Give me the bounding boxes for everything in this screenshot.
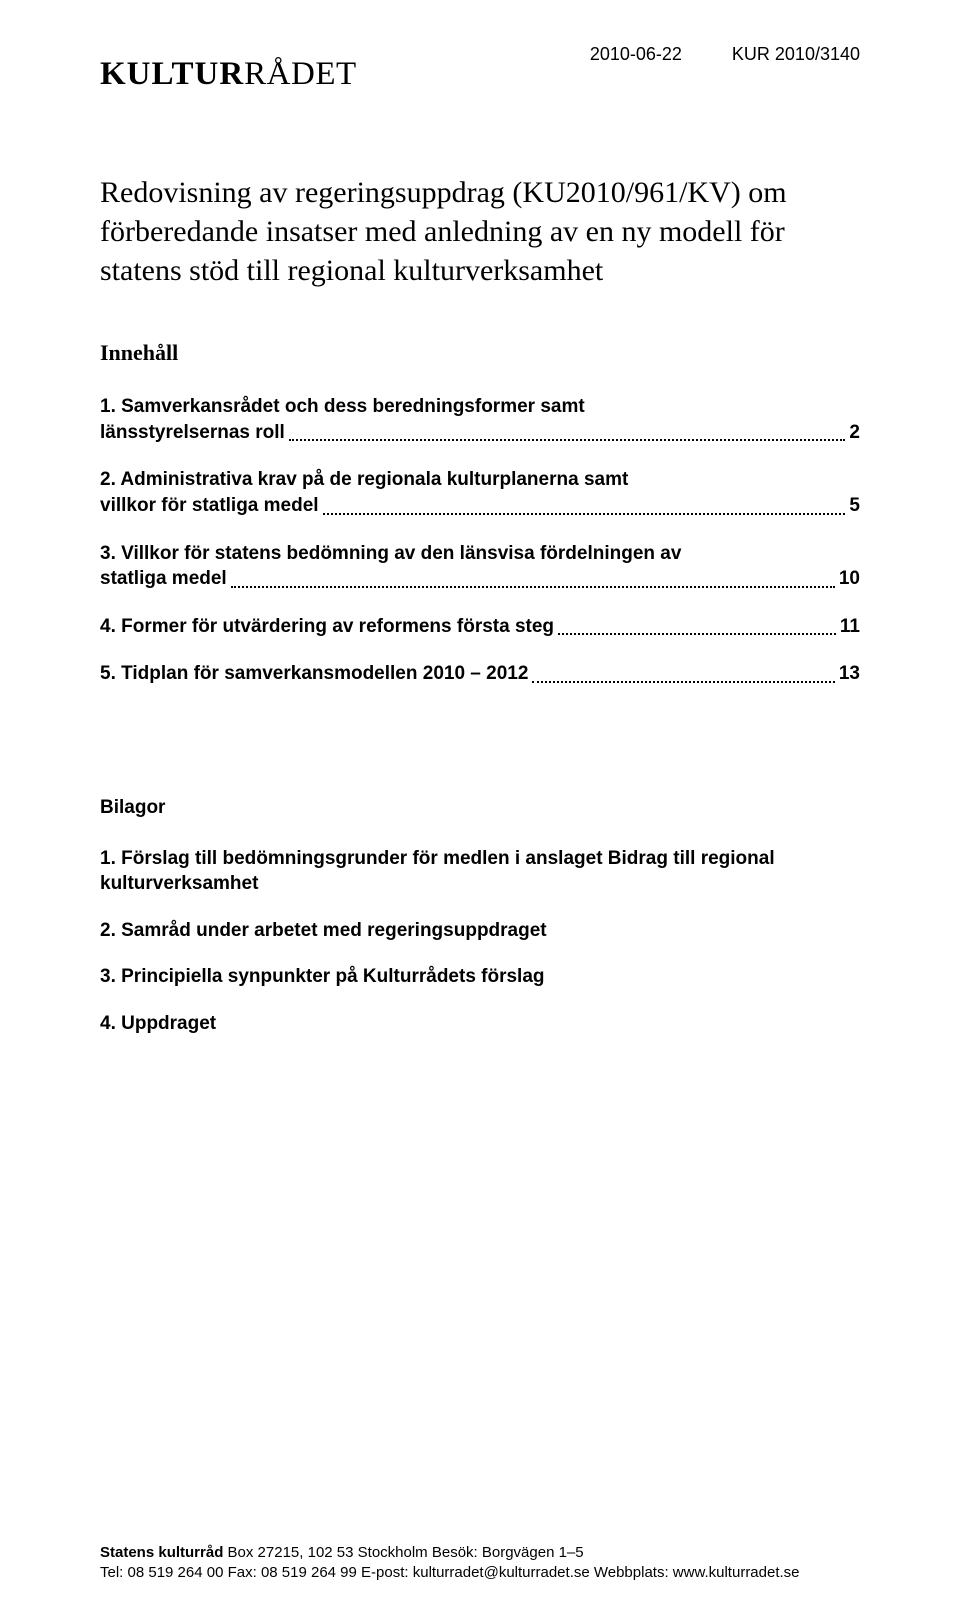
logo-bold: KULTUR	[100, 56, 244, 92]
toc-leader	[231, 586, 835, 588]
toc-item: 3. Villkor för statens bedömning av den …	[100, 541, 860, 592]
toc-label: 4. Former för utvärdering av reformens f…	[100, 614, 554, 640]
document-header: KULTURRÅDET 2010-06-22 KUR 2010/3140	[100, 40, 860, 93]
toc-leader	[289, 439, 846, 441]
toc-leader	[532, 681, 834, 683]
footer-line-1: Statens kulturråd Box 27215, 102 53 Stoc…	[100, 1543, 860, 1563]
appendix-section: Bilagor 1. Förslag till bedömningsgrunde…	[100, 797, 860, 1036]
toc-leader	[558, 633, 836, 635]
toc-page: 5	[849, 493, 860, 519]
footer-address: Box 27215, 102 53 Stockholm Besök: Borgv…	[223, 1544, 583, 1561]
appendix-heading: Bilagor	[100, 797, 860, 819]
toc-label: villkor för statliga medel	[100, 493, 319, 519]
toc-label: 1. Samverkansrådet och dess beredningsfo…	[100, 394, 860, 420]
table-of-contents: 1. Samverkansrådet och dess beredningsfo…	[100, 394, 860, 687]
toc-item: 5. Tidplan för samverkansmodellen 2010 –…	[100, 661, 860, 687]
logo-light: RÅDET	[244, 56, 357, 92]
document-ref: KUR 2010/3140	[732, 44, 860, 65]
toc-item: 1. Samverkansrådet och dess beredningsfo…	[100, 394, 860, 445]
header-meta: 2010-06-22 KUR 2010/3140	[590, 44, 860, 65]
appendix-item: 1. Förslag till bedömningsgrunder för me…	[100, 847, 800, 896]
appendix-item: 2. Samråd under arbetet med regeringsupp…	[100, 919, 800, 944]
toc-label: 2. Administrativa krav på de regionala k…	[100, 467, 860, 493]
document-title: Redovisning av regeringsuppdrag (KU2010/…	[100, 173, 860, 290]
footer: Statens kulturråd Box 27215, 102 53 Stoc…	[100, 1543, 860, 1584]
logo: KULTURRÅDET	[100, 56, 357, 93]
toc-page: 11	[840, 614, 860, 640]
document-date: 2010-06-22	[590, 44, 682, 65]
appendix-item: 4. Uppdraget	[100, 1012, 800, 1037]
footer-line-2: Tel: 08 519 264 00 Fax: 08 519 264 99 E-…	[100, 1563, 860, 1583]
toc-label: statliga medel	[100, 566, 227, 592]
toc-page: 10	[839, 566, 860, 592]
toc-page: 2	[849, 420, 860, 446]
toc-label: länsstyrelsernas roll	[100, 420, 285, 446]
toc-page: 13	[839, 661, 860, 687]
contents-heading: Innehåll	[100, 340, 860, 366]
appendix-item: 3. Principiella synpunkter på Kulturråde…	[100, 965, 800, 990]
toc-item: 4. Former för utvärdering av reformens f…	[100, 614, 860, 640]
toc-label: 3. Villkor för statens bedömning av den …	[100, 541, 860, 567]
toc-label: 5. Tidplan för samverkansmodellen 2010 –…	[100, 661, 528, 687]
toc-leader	[323, 513, 846, 515]
footer-org: Statens kulturråd	[100, 1544, 223, 1561]
toc-item: 2. Administrativa krav på de regionala k…	[100, 467, 860, 518]
